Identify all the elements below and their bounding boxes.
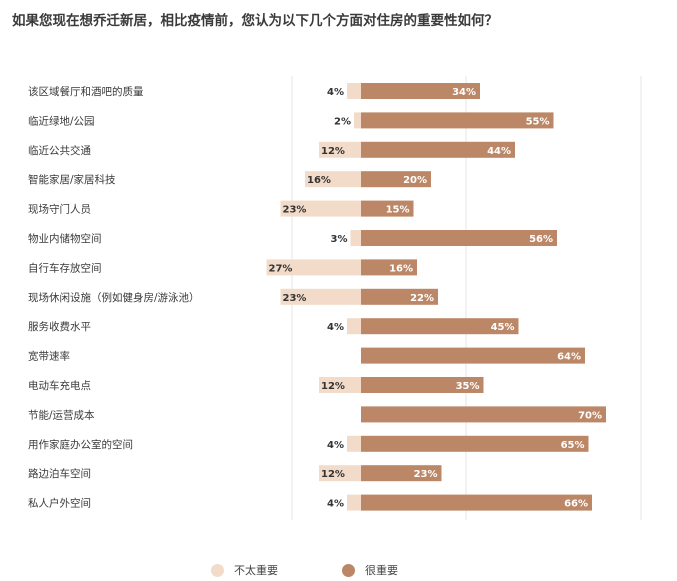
bar-very-important (361, 435, 589, 452)
diverging-bar-chart: 该区域餐厅和酒吧的质量 4% 34% 临近绿地/公园 2% 55% 临近公共交通 12% 44%… (28, 76, 642, 520)
legend-swatch-less-important (211, 563, 224, 577)
data-label-very-important: 35% (456, 381, 480, 392)
data-label-less-important: 2% (334, 116, 351, 127)
data-label-very-important: 65% (561, 440, 585, 451)
bar-very-important (361, 465, 442, 482)
data-label-less-important: 4% (327, 440, 344, 451)
legend-swatch-very-important (342, 563, 355, 577)
bar-less-important (319, 465, 361, 482)
category-label: 宽带速率 (28, 350, 70, 363)
data-label-less-important: 4% (327, 322, 344, 333)
bar-less-important (347, 435, 361, 452)
category-label: 智能家居/家居科技 (28, 173, 116, 186)
bar-very-important (361, 141, 515, 158)
bar-very-important (361, 494, 592, 511)
legend-item-less-important: 不太重要 (211, 562, 278, 578)
bar-less-important (280, 200, 361, 217)
data-label-less-important: 12% (321, 381, 345, 392)
data-label-less-important: 4% (327, 499, 344, 510)
bar-less-important (280, 288, 361, 305)
category-label: 现场守门人员 (28, 203, 91, 216)
bar-very-important (361, 318, 519, 335)
bar-less-important (347, 494, 361, 511)
bar-less-important (319, 141, 361, 158)
data-label-very-important: 56% (529, 234, 553, 245)
bar-less-important (354, 112, 361, 129)
category-label: 服务收费水平 (28, 320, 91, 333)
category-label: 该区域餐厅和酒吧的质量 (28, 85, 144, 98)
data-label-very-important: 45% (491, 322, 515, 333)
category-label: 私人户外空间 (28, 497, 91, 510)
category-label: 现场休闲设施（例如健身房/游泳池） (28, 291, 200, 304)
category-label: 临近公共交通 (28, 144, 91, 157)
data-label-very-important: 20% (403, 175, 427, 186)
data-label-very-important: 55% (526, 116, 550, 127)
bar-very-important (361, 288, 438, 305)
bar-very-important (361, 259, 417, 276)
bar-very-important (361, 406, 606, 423)
data-label-less-important: 27% (269, 263, 293, 274)
data-label-very-important: 64% (557, 352, 581, 363)
bar-very-important (361, 230, 557, 246)
data-label-less-important: 12% (321, 469, 345, 480)
data-label-less-important: 3% (331, 234, 348, 245)
bar-less-important (350, 230, 361, 246)
data-label-less-important: 12% (321, 146, 345, 157)
data-label-very-important: 15% (386, 205, 410, 216)
bar-less-important (266, 259, 361, 276)
bar-very-important (361, 347, 585, 364)
data-label-less-important: 23% (283, 293, 307, 304)
legend-item-very-important: 很重要 (342, 562, 398, 578)
data-label-less-important: 4% (327, 87, 344, 98)
category-label: 临近绿地/公园 (28, 114, 95, 127)
bar-less-important (305, 171, 361, 188)
bar-very-important (361, 112, 554, 129)
bar-very-important (361, 171, 431, 188)
bar-very-important (361, 83, 480, 99)
data-label-very-important: 22% (410, 293, 434, 304)
data-label-very-important: 23% (414, 469, 438, 480)
category-label: 用作家庭办公室的空间 (28, 438, 133, 451)
legend-label-very-important: 很重要 (365, 564, 398, 577)
chart-title: 如果您现在想乔迁新居，相比疫情前，您认为以下几个方面对住房的重要性如何？ (12, 13, 498, 29)
data-label-very-important: 16% (389, 263, 413, 274)
category-label: 节能/运营成本 (28, 408, 95, 421)
bar-less-important (347, 318, 361, 335)
bar-very-important (361, 377, 484, 393)
legend-label-less-important: 不太重要 (234, 564, 278, 577)
data-label-very-important: 44% (487, 146, 511, 157)
data-label-less-important: 23% (283, 205, 307, 216)
category-label: 路边泊车空间 (28, 467, 91, 480)
bar-less-important (347, 83, 361, 99)
data-label-very-important: 70% (578, 410, 602, 421)
bar-very-important (361, 200, 414, 217)
data-label-very-important: 66% (564, 499, 588, 510)
category-label: 电动车充电点 (28, 379, 91, 392)
data-label-less-important: 16% (307, 175, 331, 186)
bar-less-important (319, 377, 361, 393)
category-label: 物业内储物空间 (28, 232, 102, 245)
data-label-very-important: 34% (452, 87, 476, 98)
category-label: 自行车存放空间 (28, 261, 102, 274)
